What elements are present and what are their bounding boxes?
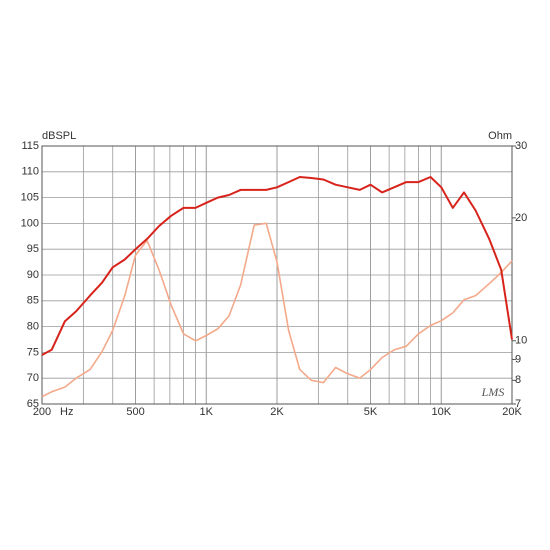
y-tick-label: 70 <box>27 372 39 384</box>
y-tick-label: 110 <box>21 166 39 178</box>
y2-tick-label: 8 <box>515 374 521 386</box>
plot-frame <box>41 145 513 405</box>
y-tick-label: 115 <box>21 140 39 152</box>
y-tick-label: 85 <box>27 295 39 307</box>
x-tick-label: 200 <box>33 406 51 418</box>
y-tick-label: 95 <box>27 243 39 255</box>
y2-tick-label: 7 <box>515 398 521 410</box>
x-tick-label: 20K <box>502 406 522 418</box>
x-tick-label: 2K <box>270 406 284 418</box>
y2-tick-label: 30 <box>515 140 527 152</box>
x-tick-label: 500 <box>126 406 144 418</box>
y-tick-label: 100 <box>21 217 39 229</box>
y-tick-label: 90 <box>27 269 39 281</box>
y-tick-label: 80 <box>27 321 39 333</box>
x-tick-label: 10K <box>431 406 451 418</box>
watermark: LMS <box>481 385 505 399</box>
y2-tick-label: 20 <box>515 212 527 224</box>
y-axis-label: dBSPL <box>42 130 76 142</box>
y-tick-label: 65 <box>27 398 39 410</box>
series-line <box>41 222 513 398</box>
x-tick-label: 5K <box>364 406 378 418</box>
series-line <box>41 176 513 356</box>
y2-tick-label: 10 <box>515 335 527 347</box>
x-axis-label: Hz <box>60 406 73 418</box>
y2-tick-label: 9 <box>515 353 521 365</box>
y-tick-label: 75 <box>27 346 39 358</box>
x-tick-label: 1K <box>200 406 214 418</box>
y2-axis-label: Ohm <box>488 130 512 142</box>
y-tick-label: 105 <box>21 192 39 204</box>
